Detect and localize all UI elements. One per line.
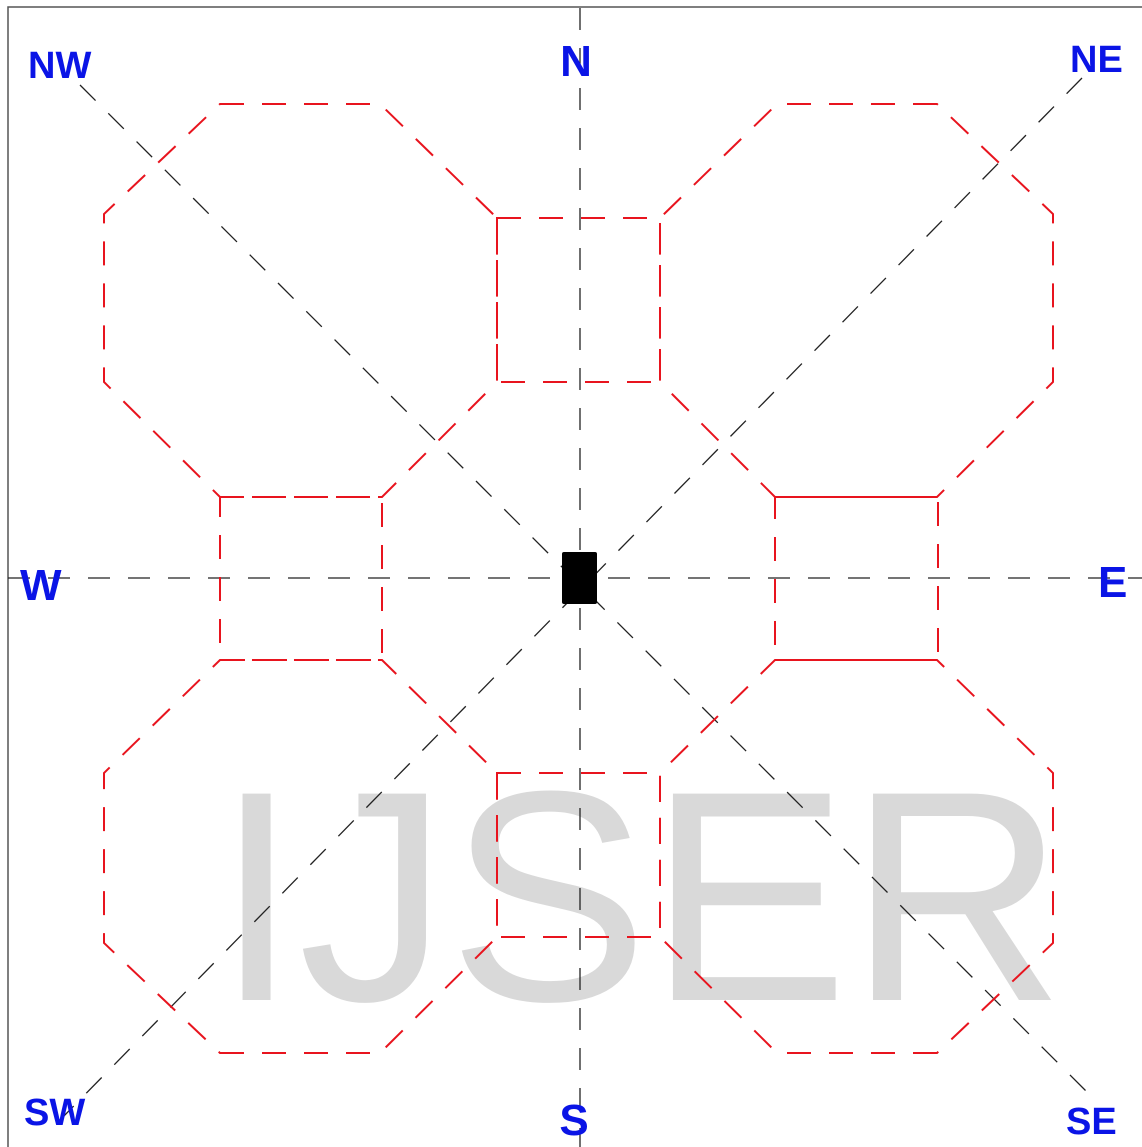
label-n: N [560, 37, 592, 86]
label-e: E [1098, 558, 1127, 607]
label-se: SE [1066, 1101, 1117, 1143]
label-sw: SW [24, 1092, 85, 1134]
square-w [219, 496, 383, 661]
label-nw: NW [28, 45, 91, 87]
center-object [562, 552, 597, 604]
label-ne: NE [1070, 39, 1123, 81]
label-w: W [20, 561, 62, 610]
octagon-nw [103, 103, 498, 498]
square-n [496, 217, 661, 383]
label-s: S [559, 1096, 588, 1145]
watermark: IJSER [215, 728, 1065, 1064]
octagon-sw [103, 659, 498, 1054]
octagon-se [659, 659, 1054, 1054]
zones [103, 103, 1054, 1054]
octagon-ne [659, 103, 1054, 498]
frame [7, 6, 1142, 1147]
